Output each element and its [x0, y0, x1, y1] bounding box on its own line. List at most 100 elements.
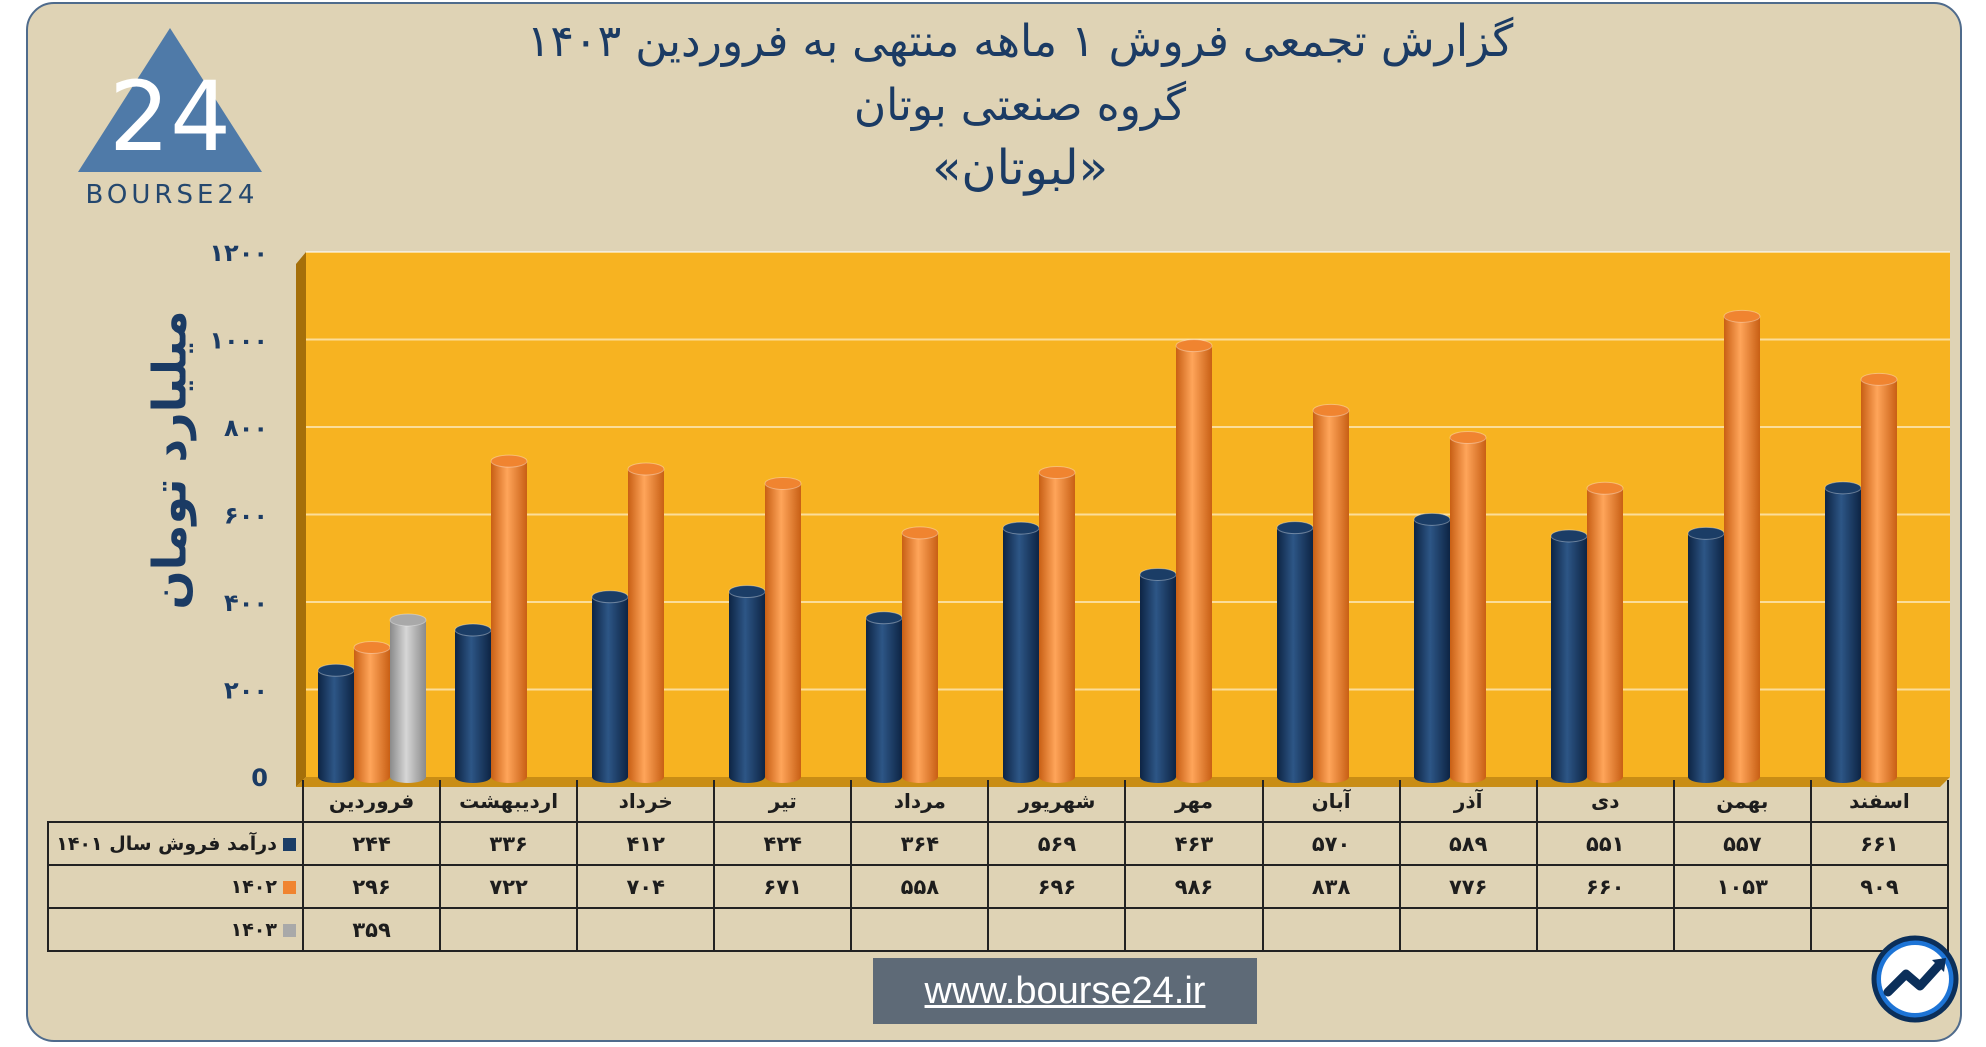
bar-body: [491, 461, 527, 777]
bar: [1824, 481, 1862, 783]
bar-cap: [1586, 481, 1624, 495]
data-label: ۶۶۱: [1809, 821, 1950, 866]
bar-body: [1587, 488, 1623, 777]
bar: [1586, 481, 1624, 783]
legend-swatch-1401: [283, 837, 296, 851]
bar-cap: [901, 526, 939, 540]
bar-body: [765, 483, 801, 777]
data-label: ۷۷۶: [1398, 864, 1538, 909]
bar-body: [1277, 527, 1313, 777]
bar-cap: [1175, 339, 1213, 353]
x-tick-label: فروردین: [301, 780, 442, 823]
bar-body: [1414, 519, 1450, 777]
bar: [389, 613, 427, 783]
data-label: [987, 907, 1127, 952]
bar-cap: [627, 462, 665, 476]
data-label: [850, 907, 990, 952]
trend-chart-icon: [1871, 935, 1959, 1023]
bar: [353, 641, 391, 783]
bar-body: [318, 670, 354, 777]
logo-number: 24: [109, 61, 231, 173]
bar-body: [729, 591, 765, 777]
y-tick-label: ۲۰۰: [224, 677, 268, 705]
bourse24-logo-icon: 24: [78, 28, 262, 173]
table-row: ۱۴۰۲ ۲۹۶ ۷۲۲ ۷۰۴ ۶۷۱ ۵۵۸ ۶۹۶ ۹۸۶ ۸۳۸ ۷۷۶ ۶۶۰ ۱۰۵۳ ۹…: [47, 864, 1950, 909]
data-label: ۲۴۴: [301, 821, 442, 866]
bar: [591, 590, 629, 783]
bar-body: [390, 619, 426, 777]
data-label: ۴۱۲: [576, 821, 716, 866]
legend-label-1402: ۱۴۰۲: [230, 875, 277, 898]
bar-body: [592, 596, 628, 777]
x-tick-label: شهریور: [987, 780, 1127, 823]
bar-cap: [1312, 403, 1350, 417]
bar-cap: [591, 590, 629, 604]
x-tick-label: آذر: [1398, 780, 1538, 823]
x-tick-label: اردیبهشت: [439, 780, 579, 823]
bar: [901, 526, 939, 783]
bar-cap: [1687, 526, 1725, 540]
legend-swatch-1402: [283, 880, 296, 894]
data-label: ۸۳۸: [1261, 864, 1401, 909]
bar-cap: [865, 611, 903, 625]
bar: [1312, 403, 1350, 783]
bar: [490, 454, 528, 783]
data-label: ۶۶۰: [1535, 864, 1675, 909]
bar-cap: [1038, 466, 1076, 479]
company-symbol: «لبوتان»: [932, 140, 1108, 196]
bar-cap: [1860, 372, 1898, 386]
data-label: [1398, 907, 1538, 952]
bar-body: [1039, 472, 1075, 777]
bar-body: [1003, 528, 1039, 777]
bar-cap: [1550, 529, 1588, 543]
bar-cap: [1139, 567, 1177, 581]
bar: [1002, 521, 1040, 783]
data-label: ۶۷۱: [713, 864, 853, 909]
data-label: ۳۵۹: [301, 907, 442, 952]
bar: [454, 623, 492, 783]
bar-body: [1450, 437, 1486, 777]
data-label: ۵۸۹: [1398, 821, 1538, 866]
data-label: [713, 907, 853, 952]
bar-cap: [490, 454, 528, 468]
data-label: ۵۵۸: [850, 864, 990, 909]
legend-cell-1403: ۱۴۰۳: [47, 907, 304, 952]
bar-cap: [389, 613, 427, 627]
table-row: درآمد فروش سال ۱۴۰۱ ۲۴۴ ۳۳۶ ۴۱۲ ۴۲۴ ۳۶۴ ۵۶۹ ۴۶…: [47, 821, 1950, 866]
y-tick-label: ۱۲۰۰: [209, 239, 268, 267]
bar-body: [1176, 345, 1212, 777]
bar-cap: [1824, 481, 1862, 495]
logo-text: BOURSE24: [85, 180, 259, 210]
y-tick-label: ۱۰۰۰: [209, 327, 268, 355]
bar-cap: [1413, 512, 1451, 526]
website-link[interactable]: www.bourse24.ir: [873, 958, 1257, 1024]
bar-body: [1140, 574, 1176, 777]
legend-swatch-1403: [283, 923, 296, 937]
bar: [1038, 466, 1076, 783]
x-tick-label: اسفند: [1809, 780, 1950, 823]
bar: [1449, 431, 1487, 783]
legend-cell-1401: درآمد فروش سال ۱۴۰۱: [47, 821, 304, 866]
x-tick-label: خرداد: [576, 780, 716, 823]
data-label: [439, 907, 579, 952]
bar-body: [1825, 487, 1861, 777]
bar: [317, 663, 355, 783]
y-tick-label: ۴۰۰: [224, 589, 268, 617]
bar: [764, 476, 802, 783]
table-row: ۱۴۰۳ ۳۵۹: [47, 907, 1950, 952]
y-tick-label: ۶۰۰: [224, 502, 268, 530]
x-tick-label: آبان: [1261, 780, 1401, 823]
bar: [1413, 512, 1451, 783]
data-label: ۵۶۹: [987, 821, 1127, 866]
data-label: ۹۰۹: [1809, 864, 1950, 909]
bar-body: [1688, 533, 1724, 777]
bar-cap: [764, 476, 802, 490]
bar-body: [1861, 379, 1897, 777]
data-label: [1124, 907, 1264, 952]
bar: [865, 611, 903, 783]
bar-cap: [1276, 521, 1314, 535]
data-label: ۹۸۶: [1124, 864, 1264, 909]
data-label: ۴۶۳: [1124, 821, 1264, 866]
bar-body: [1313, 410, 1349, 777]
bar-body: [354, 647, 390, 777]
